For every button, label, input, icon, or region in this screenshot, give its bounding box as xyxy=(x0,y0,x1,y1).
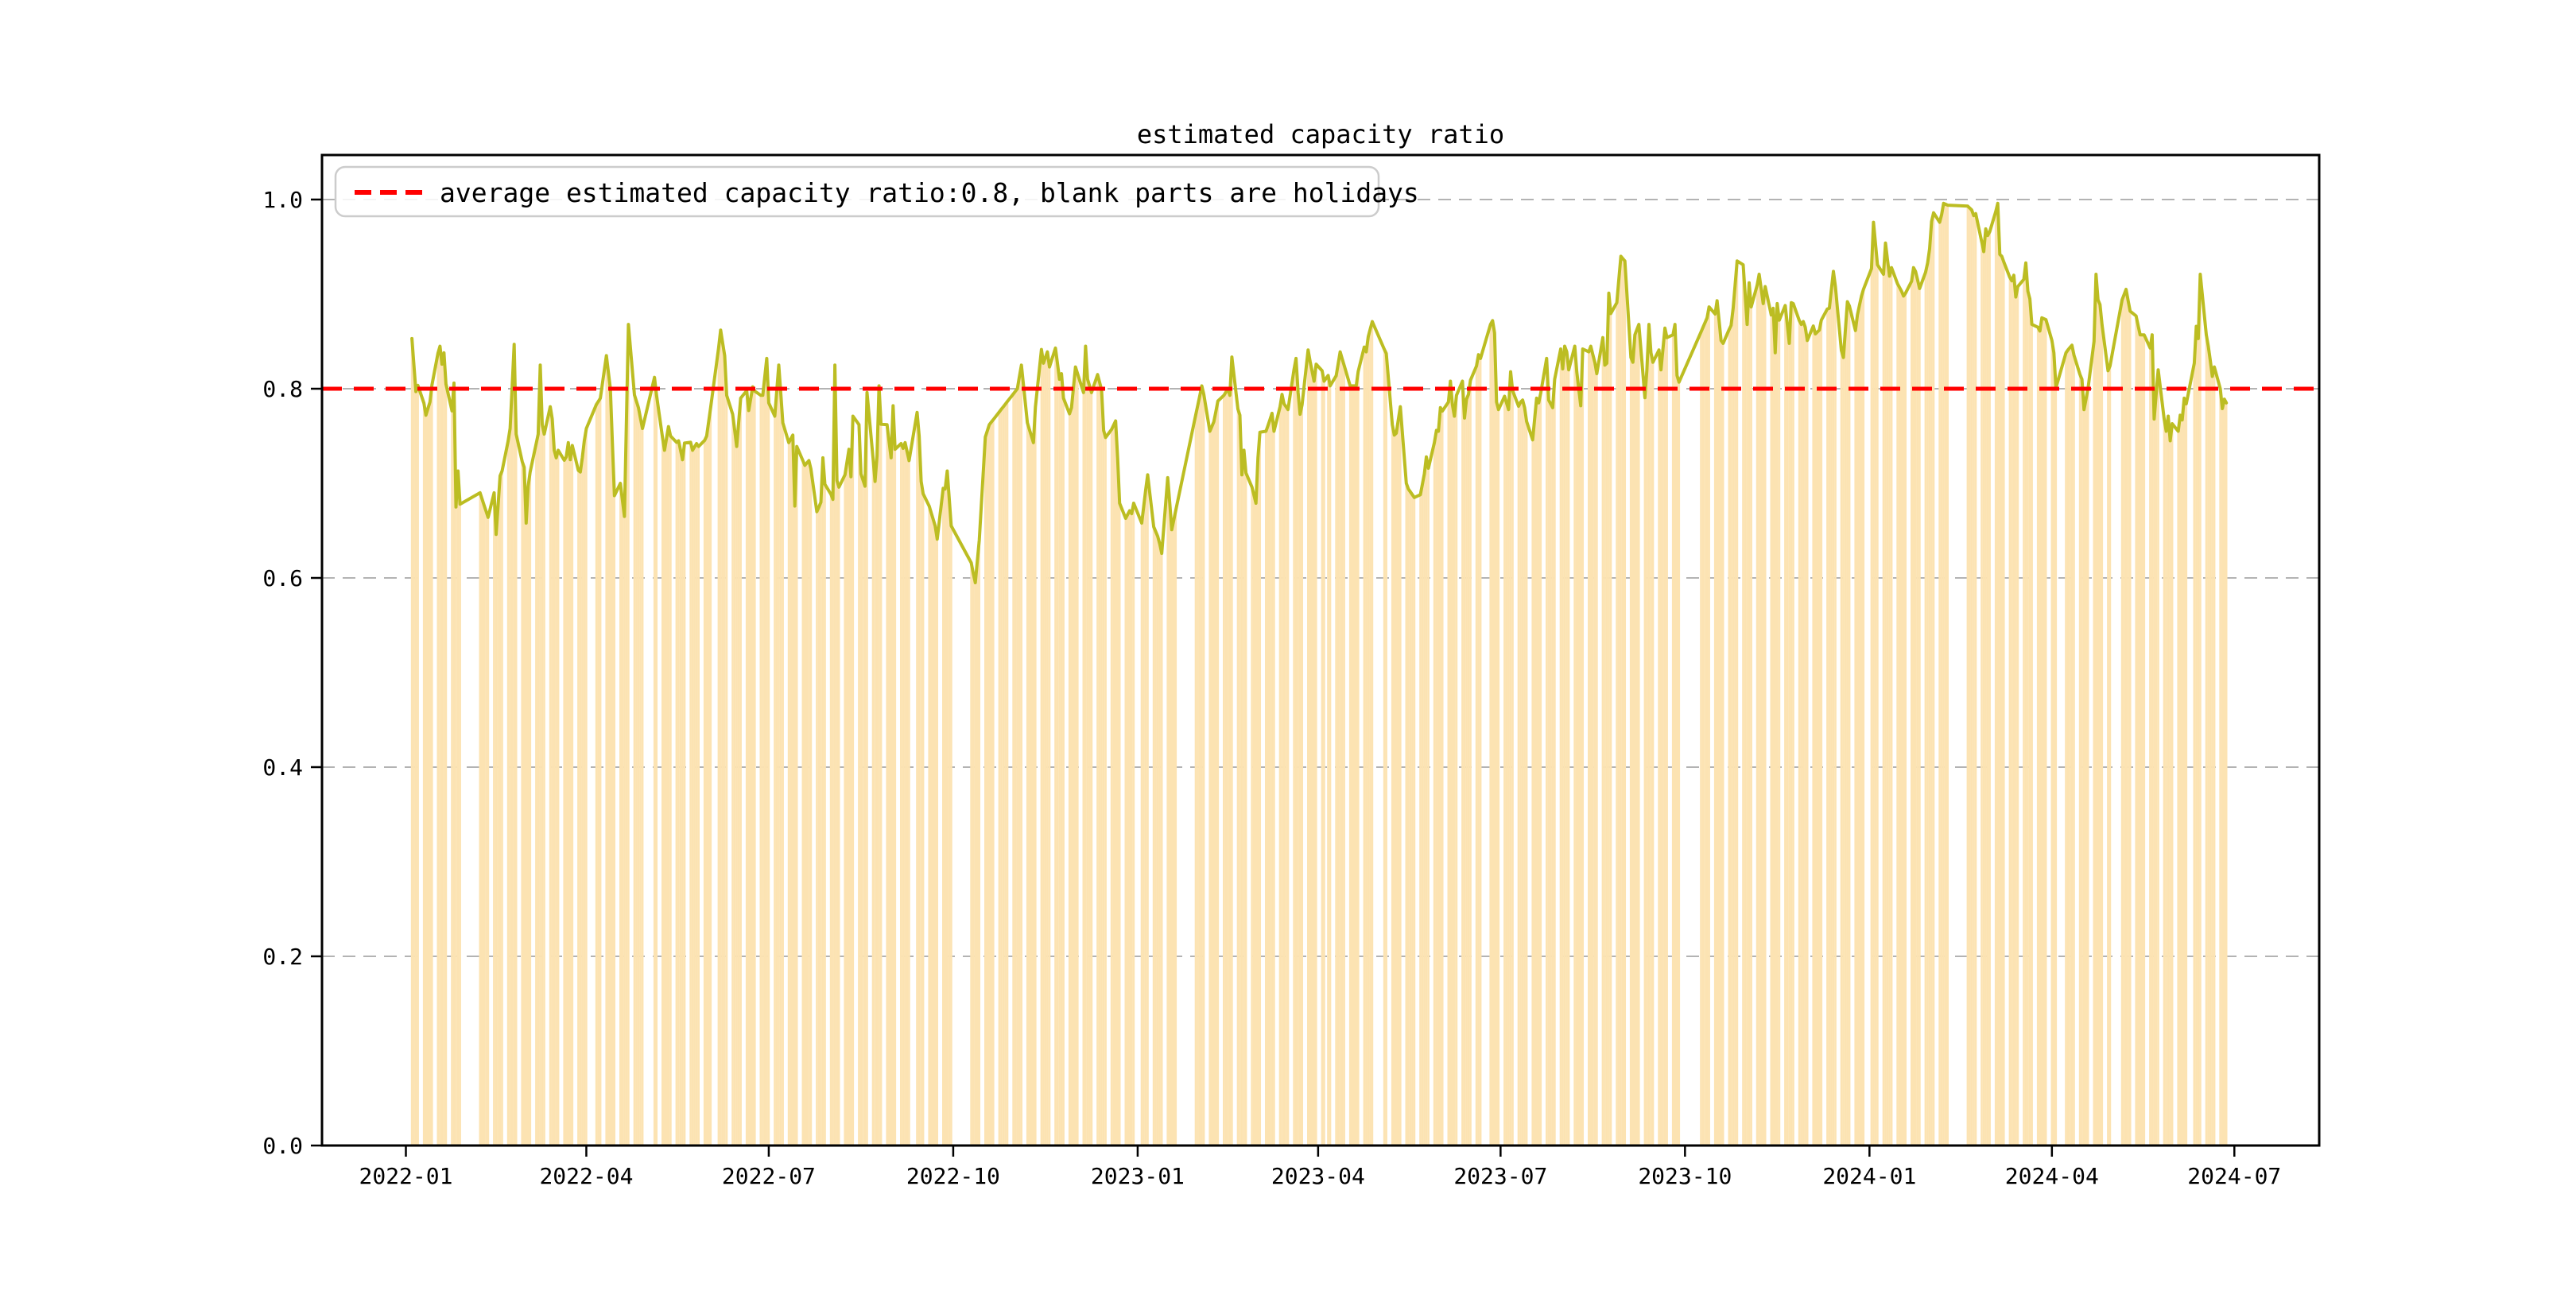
x-tick-label: 2024-04 xyxy=(2005,1163,2099,1189)
y-tick-label: 0.6 xyxy=(262,565,303,591)
x-tick-label: 2022-01 xyxy=(359,1163,452,1189)
x-axis: 2022-01 2022-04 2022-07 2022-10 2023-01 2023-… xyxy=(359,1146,2281,1189)
daily-capacity-bars xyxy=(410,203,2228,1146)
x-tick-label: 2023-01 xyxy=(1091,1163,1185,1189)
legend-box xyxy=(334,165,1380,218)
y-tick-label: 0.2 xyxy=(262,944,303,970)
y-tick-label: 0.8 xyxy=(262,376,303,402)
y-tick-label: 0.0 xyxy=(262,1133,303,1159)
legend-label: average estimated capacity ratio:0.8, bl… xyxy=(440,177,1419,208)
capacity-ratio-line xyxy=(410,201,2229,584)
y-tick-label: 1.0 xyxy=(262,187,303,213)
y-axis: 0.0 0.2 0.4 0.6 0.8 1.0 xyxy=(262,187,322,1159)
x-tick-label: 2023-10 xyxy=(1638,1163,1732,1189)
legend: average estimated capacity ratio:0.8, bl… xyxy=(334,165,1419,218)
plot-border xyxy=(320,153,2321,1147)
x-tick-label: 2023-07 xyxy=(1453,1163,1547,1189)
chart-title: estimated capacity ratio xyxy=(1137,119,1504,149)
x-tick-label: 2023-04 xyxy=(1271,1163,1365,1189)
x-tick-label: 2024-07 xyxy=(2187,1163,2281,1189)
x-tick-label: 2024-01 xyxy=(1822,1163,1916,1189)
x-tick-label: 2022-10 xyxy=(906,1163,1000,1189)
x-tick-label: 2022-04 xyxy=(539,1163,633,1189)
x-tick-label: 2022-07 xyxy=(722,1163,816,1189)
y-tick-label: 0.4 xyxy=(262,754,303,781)
